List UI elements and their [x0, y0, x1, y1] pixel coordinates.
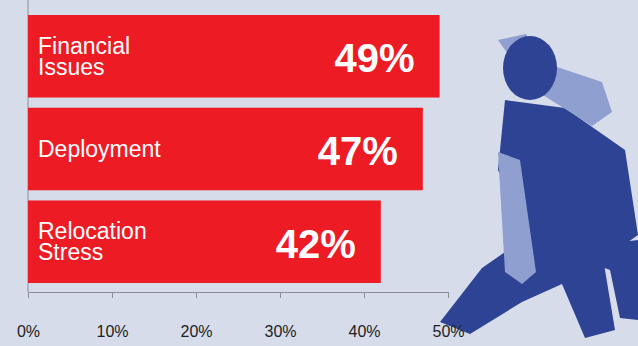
tick-label: 50% — [432, 323, 464, 340]
tick-label: 40% — [348, 323, 380, 340]
category-label-line: Deployment — [38, 136, 161, 162]
bar — [28, 200, 381, 283]
data-label: 47% — [318, 129, 398, 173]
tick-mark — [196, 292, 197, 298]
tick: 0% — [17, 292, 40, 340]
tick-mark — [364, 292, 365, 298]
figure-head — [503, 36, 557, 100]
figure-illustration — [440, 34, 638, 338]
category-label-line: Issues — [38, 54, 104, 80]
tick: 10% — [96, 292, 128, 340]
tick: 30% — [264, 292, 296, 340]
bar — [28, 108, 423, 191]
category-label: RelocationStress — [38, 218, 147, 265]
category-label: Deployment — [38, 136, 161, 162]
tick-label: 30% — [264, 323, 296, 340]
data-label: 49% — [335, 36, 415, 80]
bar — [28, 15, 440, 98]
tick-mark — [112, 292, 113, 298]
tick-mark — [28, 292, 29, 298]
x-axis: 0% 10% 20% 30% 40% 50% — [17, 292, 465, 340]
tick-label: 20% — [180, 323, 212, 340]
tick: 40% — [348, 292, 380, 340]
bars — [28, 15, 440, 283]
figure-part — [498, 152, 536, 284]
data-label: 42% — [276, 222, 356, 266]
figure-part — [555, 240, 638, 320]
x-axis-line — [29, 292, 449, 293]
tick: 20% — [180, 292, 212, 340]
category-label-line: Stress — [38, 239, 103, 265]
category-label: FinancialIssues — [38, 33, 130, 80]
background — [0, 0, 638, 346]
tick-label: 0% — [17, 323, 40, 340]
chart: FinancialIssues Deployment RelocationStres… — [0, 0, 638, 346]
tick: 50% — [432, 292, 464, 340]
tick-mark — [280, 292, 281, 298]
figure-part — [498, 34, 612, 126]
tick-label: 10% — [96, 323, 128, 340]
tick-mark — [448, 292, 449, 298]
